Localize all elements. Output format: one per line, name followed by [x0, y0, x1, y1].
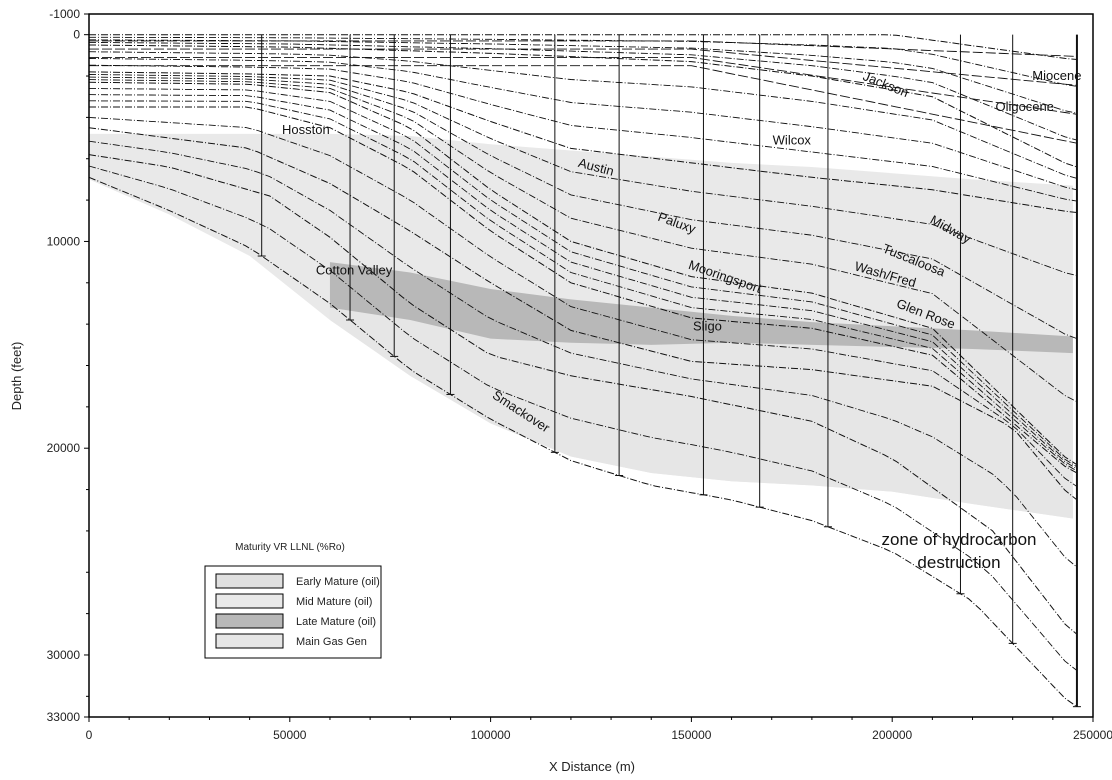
horizon-line: [88, 76, 1078, 340]
horizon-line: [88, 58, 1077, 191]
x-tick-label: 250000: [1073, 728, 1112, 742]
legend-swatch: [215, 593, 284, 609]
legend-label: Main Gas Gen: [296, 636, 367, 648]
horizon-line: [88, 79, 1078, 403]
horizon-label: Jackson: [861, 68, 911, 100]
legend-label: Mid Mature (oil): [296, 596, 372, 608]
horizon-label: Miocene: [1032, 68, 1081, 83]
y-tick-label: -1000: [49, 7, 80, 21]
horizon-lines: [88, 34, 1078, 708]
y-tick-label: 33000: [47, 710, 81, 724]
y-tick-label: 30000: [47, 648, 81, 662]
hydrocarbon-destruction-label-1: zone of hydrocarbon: [882, 530, 1037, 549]
horizon-line: [88, 64, 1077, 202]
horizon-line: [88, 140, 1078, 568]
horizon-label: Cotton Valley: [316, 263, 393, 278]
y-tick-label: 10000: [47, 234, 81, 248]
horizon-line: [88, 127, 1078, 501]
horizon-line: [88, 51, 1078, 179]
horizon-line: [88, 176, 1078, 708]
legend-swatch: [215, 633, 284, 649]
horizon-label: Hosston: [282, 122, 330, 137]
horizon-line: [88, 39, 1077, 114]
horizon-line: [88, 87, 1078, 468]
horizon-line: [88, 100, 1078, 472]
horizon-line: [89, 34, 1077, 60]
x-tick-label: 150000: [671, 728, 711, 742]
x-tick-label: 0: [86, 728, 93, 742]
horizon-line: [89, 36, 1077, 87]
horizon-line: [88, 74, 1078, 277]
horizon-line: [89, 56, 1077, 115]
horizon-line: [89, 106, 1078, 474]
legend-swatch: [215, 613, 284, 629]
horizon-line: [88, 165, 1078, 671]
hydrocarbon-destruction-label-2: destruction: [917, 553, 1000, 572]
horizon-line: [88, 116, 1078, 487]
horizon-label: Wilcox: [773, 132, 812, 147]
horizon-line: [88, 41, 1078, 141]
x-tick-label: 100000: [471, 728, 511, 742]
horizon-line: [88, 71, 1077, 213]
x-tick-label: 50000: [273, 728, 307, 742]
horizon-line: [88, 94, 1078, 470]
maturity-main-gas-band: [329, 307, 1073, 519]
x-tick-label: 200000: [872, 728, 912, 742]
legend-label: Late Mature (oil): [296, 616, 376, 628]
legend-swatch: [215, 573, 284, 589]
horizon-line: [89, 48, 1077, 86]
horizon-line: [89, 40, 1077, 57]
x-axis-title: X Distance (m): [549, 759, 635, 774]
horizon-line: [89, 65, 1077, 144]
well-lines: [257, 34, 1081, 708]
legend-title: Maturity VR LLNL (%Ro): [235, 542, 345, 553]
horizon-line: [88, 81, 1078, 466]
horizon-label: Sligo: [693, 318, 722, 333]
horizon-label: Oligocene: [995, 99, 1054, 114]
y-tick-label: 20000: [47, 441, 81, 455]
y-tick-label: 0: [73, 28, 80, 42]
axis-ticks: 0 50000 100000 150000 200000 250000 -1000 0 1000…: [47, 7, 1112, 742]
horizon-line: [88, 154, 1078, 635]
legend-label: Early Mature (oil): [296, 576, 380, 588]
y-axis-title: Depth (feet): [9, 342, 24, 411]
legend: Maturity VR LLNL (%Ro) Early Mature (oil…: [204, 542, 382, 659]
